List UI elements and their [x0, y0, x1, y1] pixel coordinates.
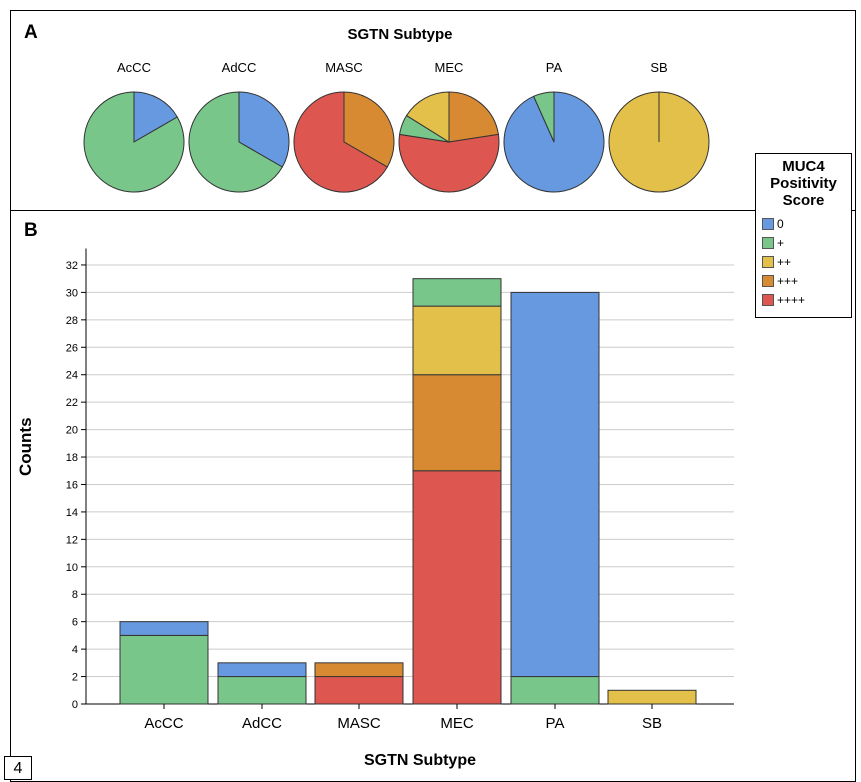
bar-segment-masc — [314, 662, 404, 678]
x-tick-label: SB — [642, 715, 662, 732]
panel-b-label: B — [24, 220, 38, 241]
bar-segment-pa — [510, 291, 600, 678]
panel-a-label: A — [24, 22, 38, 43]
pie-label-adcc: AdCC — [221, 60, 257, 75]
bar-segment-sb — [607, 689, 697, 705]
bar-segment-mec — [412, 278, 502, 307]
legend-item: +++ — [762, 273, 798, 289]
bar-segment-adcc — [217, 676, 307, 705]
page-number: 4 — [4, 756, 32, 780]
x-axis-label: SGTN Subtype — [363, 752, 476, 769]
bar-segment-mec — [412, 305, 502, 376]
pie-label-masc: MASC — [325, 60, 363, 75]
legend-swatch — [762, 274, 774, 287]
legend-item: 0 — [762, 216, 784, 232]
pie-slice-pa — [533, 91, 555, 143]
bar-segment-masc — [314, 676, 404, 705]
pie-slice-masc — [293, 91, 388, 193]
y-tick-label: 6 — [72, 617, 78, 629]
legend-title-line: Score — [782, 192, 825, 209]
legend-item: ++++ — [762, 292, 805, 308]
pie-slice-adcc — [188, 91, 283, 193]
legend-title-line: MUC4 — [782, 158, 825, 175]
y-tick-label: 32 — [66, 260, 78, 272]
y-tick-label: 26 — [66, 342, 78, 354]
legend-title: MUC4 Positivity Score — [756, 158, 851, 209]
bar-segment-mec — [412, 470, 502, 705]
legend-item-label: + — [777, 235, 785, 250]
legend-item-label: ++ — [777, 254, 792, 269]
y-tick-label: 2 — [72, 672, 78, 684]
pie-slice-masc — [343, 91, 395, 168]
y-tick-label: 0 — [72, 699, 78, 711]
legend-item: + — [762, 235, 784, 251]
legend-item-label: +++ — [777, 273, 799, 288]
pie-label-accc: AcCC — [117, 60, 151, 75]
pie-label-mec: MEC — [434, 60, 464, 75]
legend-item-label: 0 — [777, 216, 784, 231]
legend-swatch — [762, 293, 774, 306]
y-tick-label: 28 — [66, 315, 78, 327]
y-tick-label: 12 — [66, 534, 78, 546]
legend-swatch — [762, 217, 774, 230]
pie-panel-title: SGTN Subtype — [347, 26, 453, 43]
y-tick-label: 8 — [72, 589, 78, 601]
y-tick-label: 22 — [66, 397, 78, 409]
legend-item-label: ++++ — [777, 292, 806, 307]
pie-label-sb: SB — [650, 60, 668, 75]
legend-title-line: Positivity — [770, 175, 837, 192]
legend-swatch — [762, 236, 774, 249]
bar-segment-pa — [510, 676, 600, 705]
x-tick-label: MASC — [337, 715, 381, 732]
y-axis-label: Counts — [16, 417, 35, 476]
bar-segment-accc — [119, 634, 209, 705]
y-tick-label: 18 — [66, 452, 78, 464]
panel-a-frame — [10, 10, 856, 211]
pie-slice-mec — [405, 91, 450, 143]
legend-swatch — [762, 255, 774, 268]
pie-slice-adcc — [238, 91, 290, 168]
y-tick-label: 24 — [66, 370, 78, 382]
bar-segment-adcc — [217, 662, 307, 678]
y-tick-label: 16 — [66, 479, 78, 491]
legend: MUC4 Positivity Score 0 + ++ +++ ++++ — [755, 153, 852, 318]
bar-segment-mec — [412, 374, 502, 472]
y-tick-label: 30 — [66, 287, 78, 299]
x-tick-label: AcCC — [144, 715, 183, 732]
legend-item: ++ — [762, 254, 791, 270]
pie-label-pa: PA — [545, 60, 563, 75]
y-tick-label: 14 — [66, 507, 78, 519]
pie-slice-mec — [448, 91, 499, 143]
x-tick-label: MEC — [440, 715, 474, 732]
x-tick-label: AdCC — [242, 715, 282, 732]
pie-slice-accc — [133, 91, 178, 143]
bar-segment-accc — [119, 621, 209, 636]
y-tick-label: 4 — [72, 644, 78, 656]
y-tick-label: 20 — [66, 425, 78, 437]
x-tick-label: PA — [546, 715, 565, 732]
y-tick-label: 10 — [66, 562, 78, 574]
pie-slice-accc — [83, 91, 185, 193]
pie-slice-mec — [398, 133, 500, 193]
